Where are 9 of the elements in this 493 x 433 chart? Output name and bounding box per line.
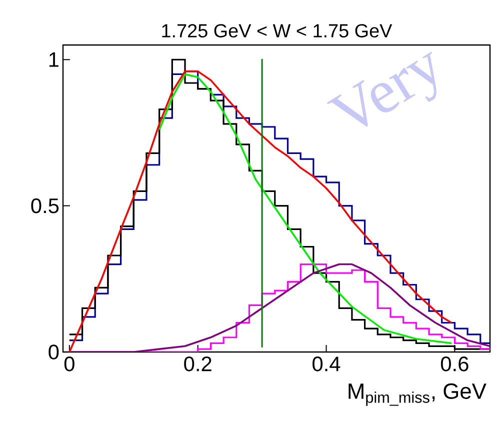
x-tick-label: 0.6 [440,356,468,372]
y-tick-label: 0.5 [31,198,59,214]
x-axis-title: M$_{pim_miss}$, GeV [348,383,486,406]
chart-title: 1.725 GeV < W < 1.75 GeV [162,24,392,38]
x-tick-label: 0 [64,356,74,372]
y-tick-label: 1 [49,52,58,67]
x-tick-label: 0.2 [184,356,212,372]
x-tick-label: 0.4 [312,356,340,372]
y-tick-label: 0 [48,344,59,360]
